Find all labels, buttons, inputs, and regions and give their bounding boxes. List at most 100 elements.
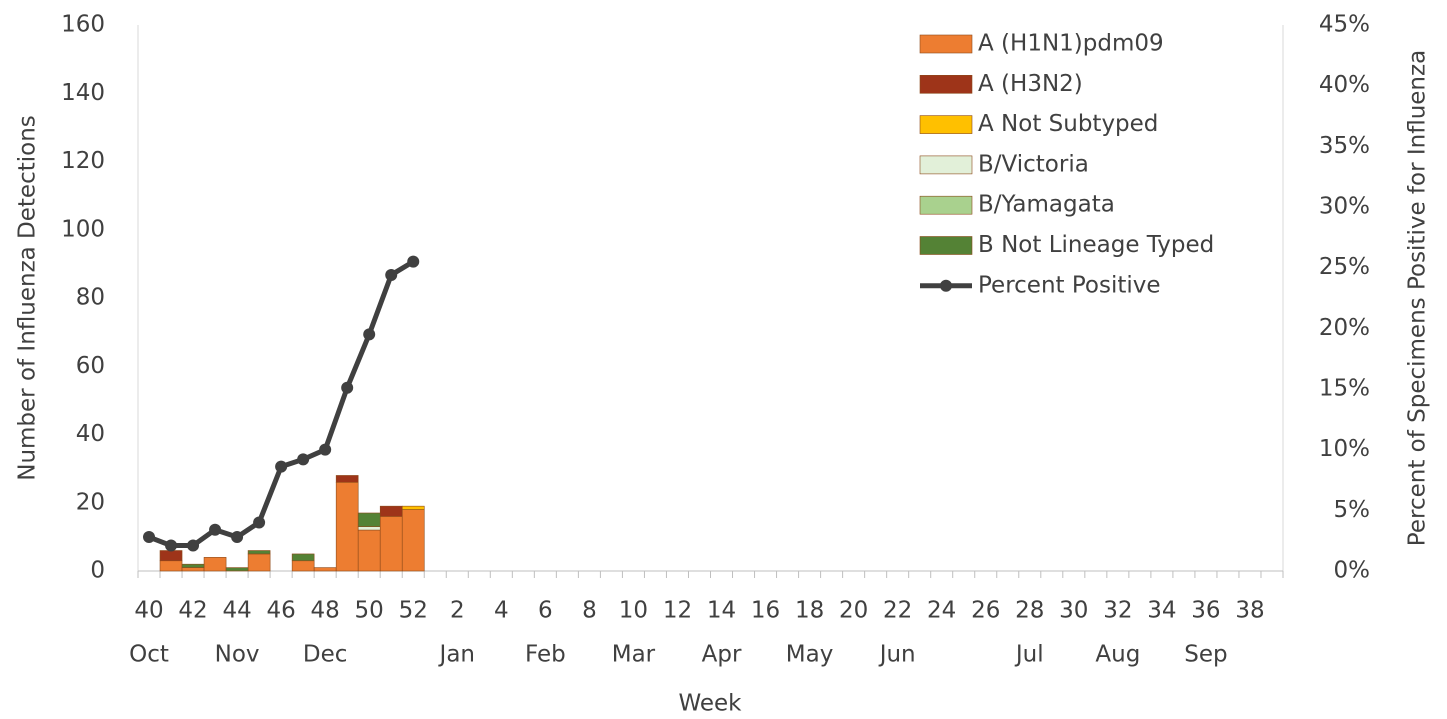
month-label: May (786, 642, 834, 668)
x-tick-label: 46 (266, 598, 295, 624)
x-tick-label: 8 (582, 598, 597, 624)
marker (297, 453, 310, 466)
bar (401, 505, 425, 510)
y2-tick-label: 20% (1319, 315, 1370, 341)
legend-marker (940, 279, 952, 292)
month-label: Sep (1184, 642, 1227, 668)
x-tick-label: 36 (1191, 598, 1220, 624)
x-tick-label: 52 (399, 598, 428, 624)
bar (379, 505, 403, 517)
legend-swatch (919, 236, 973, 255)
x-tick-label: 24 (927, 598, 956, 624)
y2-tick-label: 40% (1319, 72, 1370, 98)
legend-label: A Not Subtyped (978, 111, 1158, 137)
x-tick-label: 42 (178, 598, 207, 624)
y2-tick-label: 30% (1319, 194, 1370, 220)
bar (203, 557, 227, 572)
y-tick-label: 40 (76, 421, 105, 447)
legend-label: A (H1N1)pdm09 (978, 31, 1164, 57)
y2-tick-label: 0% (1334, 558, 1371, 584)
legend-label: A (H3N2) (978, 71, 1083, 97)
legend-label: B/Yamagata (978, 192, 1115, 218)
x-tick-label: 38 (1235, 598, 1264, 624)
x-tick-label: 28 (1015, 598, 1044, 624)
x-tick-label: 10 (619, 598, 648, 624)
y-axis-title: Number of Influenza Detections (15, 115, 41, 481)
y2-tick-label: 25% (1319, 254, 1370, 280)
marker (385, 268, 398, 281)
legend-swatch (919, 34, 973, 54)
marker (407, 255, 420, 268)
bar (357, 526, 381, 531)
marker (319, 443, 332, 456)
month-label: Oct (129, 642, 169, 668)
y-tick-label: 100 (61, 216, 105, 242)
marker (253, 516, 266, 529)
x-tick-label: 44 (222, 598, 251, 624)
x-tick-label: 18 (795, 598, 824, 624)
month-label: Jun (878, 642, 916, 668)
month-label: Dec (303, 642, 348, 668)
marker (209, 523, 222, 536)
x-tick-label: 34 (1147, 598, 1176, 624)
bar (291, 553, 315, 562)
y-tick-label: 120 (61, 148, 105, 174)
x-tick-label: 40 (134, 598, 163, 624)
x-tick-label: 32 (1103, 598, 1132, 624)
bar (247, 553, 271, 572)
y2-tick-label: 15% (1319, 376, 1370, 402)
bar (159, 560, 183, 572)
x-tick-label: 4 (494, 598, 509, 624)
y-tick-label: 80 (76, 285, 105, 311)
marker (231, 531, 244, 544)
legend-swatch (919, 75, 973, 94)
bar (379, 516, 403, 572)
marker (165, 539, 178, 552)
x-tick-label: 20 (839, 598, 868, 624)
x-tick-label: 6 (538, 598, 553, 624)
x-tick-label: 2 (450, 598, 465, 624)
bar (225, 567, 249, 572)
month-label: Jul (1014, 642, 1044, 668)
month-label: Apr (702, 642, 742, 668)
marker (341, 381, 354, 394)
bar (357, 529, 381, 572)
x-tick-label: 14 (707, 598, 736, 624)
month-label: Feb (525, 642, 566, 668)
y-tick-label: 20 (76, 489, 105, 515)
legend-swatch (919, 195, 973, 215)
y2-tick-label: 10% (1319, 436, 1370, 462)
y2-tick-label: 5% (1334, 497, 1371, 523)
bar (181, 563, 205, 568)
marker (187, 539, 200, 552)
x-tick-label: 26 (971, 598, 1000, 624)
bar (401, 509, 425, 572)
bar (159, 550, 183, 562)
legend-swatch (919, 155, 973, 175)
legend-swatch (919, 115, 973, 134)
bar (335, 481, 359, 572)
legend-label: B Not Lineage Typed (978, 232, 1214, 258)
y-tick-label: 0 (90, 558, 105, 584)
bar (247, 550, 271, 555)
y-tick-label: 60 (76, 353, 105, 379)
x-tick-label: 48 (311, 598, 340, 624)
marker (143, 531, 156, 544)
y-tick-label: 160 (61, 12, 105, 38)
x-tick-label: 12 (663, 598, 692, 624)
bar (181, 567, 205, 572)
legend-label: Percent Positive (978, 272, 1161, 298)
bar (313, 567, 337, 572)
x-tick-label: 50 (355, 598, 384, 624)
legend-label: B/Victoria (978, 151, 1089, 177)
bar (291, 560, 315, 572)
x-tick-label: 30 (1059, 598, 1088, 624)
x-tick-label: 16 (751, 598, 780, 624)
y-tick-label: 140 (61, 80, 105, 106)
bar (357, 512, 381, 527)
bar (335, 475, 359, 483)
month-label: Jan (438, 642, 475, 668)
y2-tick-label: 35% (1319, 133, 1370, 159)
month-label: Nov (215, 642, 260, 668)
